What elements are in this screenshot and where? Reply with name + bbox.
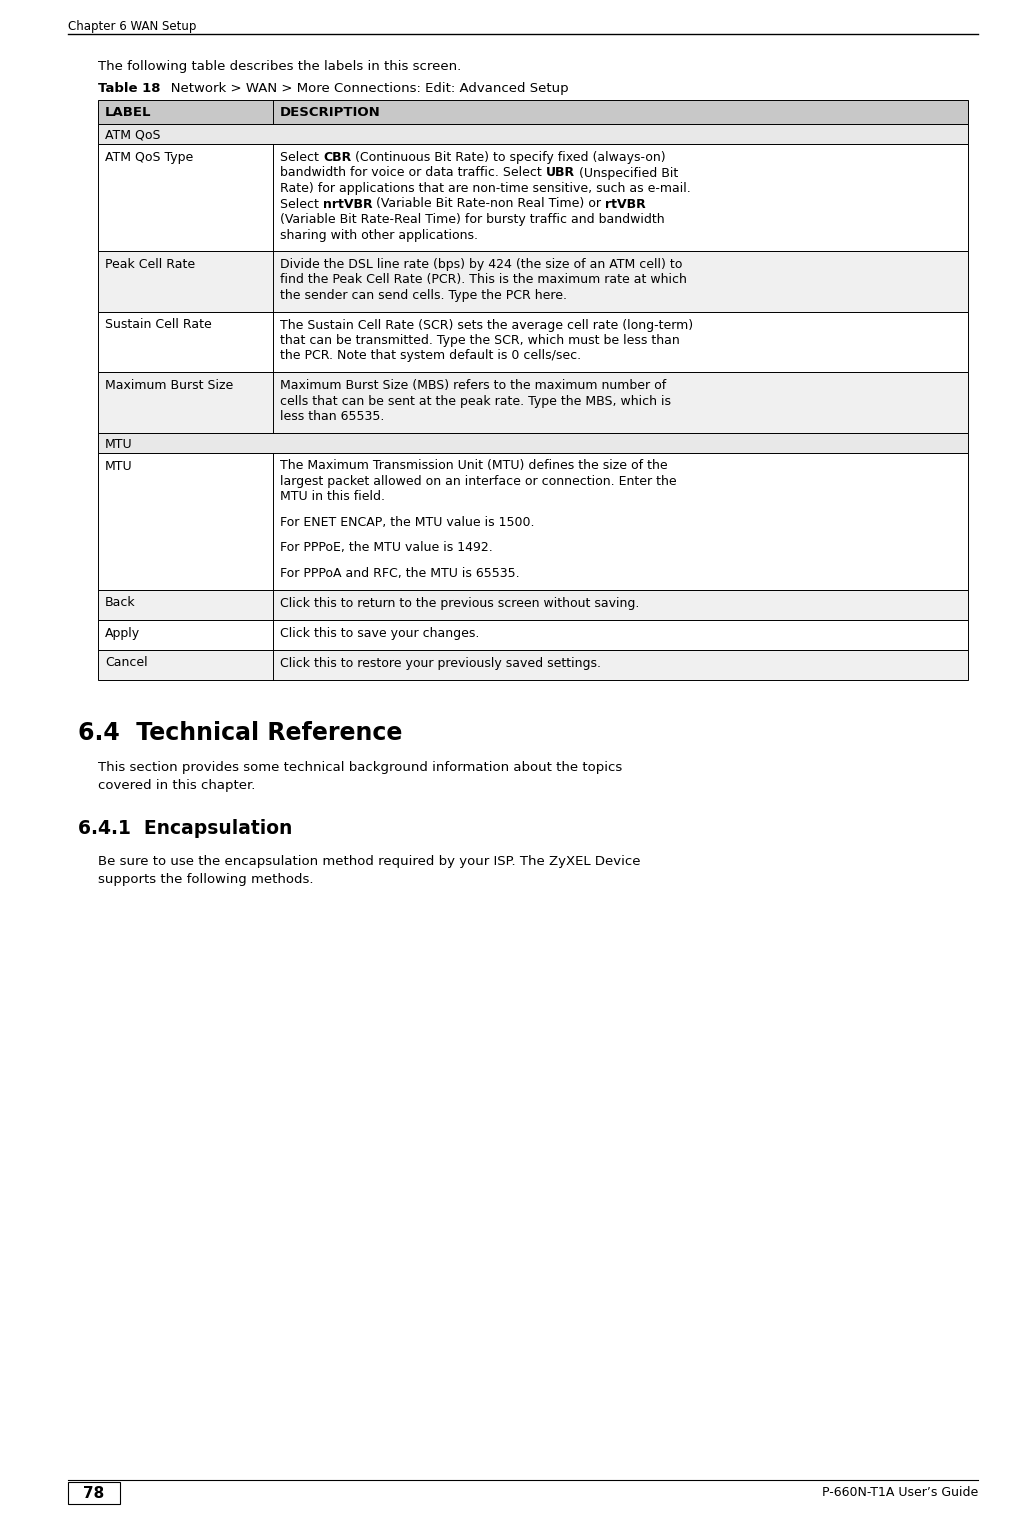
- Bar: [98, 143, 968, 251]
- Text: (Unspecified Bit: (Unspecified Bit: [575, 166, 678, 180]
- Text: Divide the DSL line rate (bps) by 424 (the size of an ATM cell) to: Divide the DSL line rate (bps) by 424 (t…: [280, 258, 683, 271]
- Text: 6.4  Technical Reference: 6.4 Technical Reference: [78, 721, 402, 745]
- Bar: [98, 123, 968, 143]
- Text: Maximum Burst Size: Maximum Burst Size: [105, 379, 233, 392]
- Bar: [98, 433, 968, 453]
- Text: Apply: Apply: [105, 626, 140, 640]
- Text: Cancel: Cancel: [105, 657, 148, 669]
- Text: ATM QoS Type: ATM QoS Type: [105, 151, 193, 165]
- Text: CBR: CBR: [323, 151, 352, 165]
- Text: Select: Select: [280, 151, 323, 165]
- Text: For PPPoA and RFC, the MTU is 65535.: For PPPoA and RFC, the MTU is 65535.: [280, 567, 519, 581]
- Text: DESCRIPTION: DESCRIPTION: [280, 107, 380, 119]
- Bar: [98, 251, 968, 311]
- Text: Chapter 6 WAN Setup: Chapter 6 WAN Setup: [68, 20, 196, 34]
- Text: (Continuous Bit Rate) to specify fixed (always-on): (Continuous Bit Rate) to specify fixed (…: [352, 151, 666, 165]
- Bar: [98, 453, 968, 590]
- Text: Network > WAN > More Connections: Edit: Advanced Setup: Network > WAN > More Connections: Edit: …: [158, 82, 568, 94]
- Text: ATM QoS: ATM QoS: [105, 130, 160, 142]
- Text: cells that can be sent at the peak rate. Type the MBS, which is: cells that can be sent at the peak rate.…: [280, 395, 671, 407]
- Text: MTU: MTU: [105, 437, 133, 451]
- Text: The Sustain Cell Rate (SCR) sets the average cell rate (long-term): The Sustain Cell Rate (SCR) sets the ave…: [280, 319, 693, 332]
- Text: the PCR. Note that system default is 0 cells/sec.: the PCR. Note that system default is 0 c…: [280, 349, 581, 363]
- Text: Table 18: Table 18: [98, 82, 160, 94]
- Text: bandwidth for voice or data traffic. Select: bandwidth for voice or data traffic. Sel…: [280, 166, 546, 180]
- Bar: [68, 1481, 120, 1504]
- Text: Back: Back: [105, 596, 136, 610]
- Text: largest packet allowed on an interface or connection. Enter the: largest packet allowed on an interface o…: [280, 475, 676, 488]
- Bar: [98, 372, 968, 433]
- Bar: [98, 619, 968, 649]
- Bar: [98, 311, 968, 372]
- Text: UBR: UBR: [546, 166, 575, 180]
- Text: Select: Select: [280, 198, 323, 210]
- Text: nrtVBR: nrtVBR: [323, 198, 372, 210]
- Text: (Variable Bit Rate-Real Time) for bursty traffic and bandwidth: (Variable Bit Rate-Real Time) for bursty…: [280, 213, 665, 226]
- Text: The following table describes the labels in this screen.: The following table describes the labels…: [98, 59, 462, 73]
- Text: find the Peak Cell Rate (PCR). This is the maximum rate at which: find the Peak Cell Rate (PCR). This is t…: [280, 273, 687, 287]
- Text: Click this to restore your previously saved settings.: Click this to restore your previously sa…: [280, 657, 601, 669]
- Text: 78: 78: [83, 1486, 105, 1501]
- Text: MTU in this field.: MTU in this field.: [280, 491, 386, 503]
- Text: Be sure to use the encapsulation method required by your ISP. The ZyXEL Device: Be sure to use the encapsulation method …: [98, 855, 640, 869]
- Text: Maximum Burst Size (MBS) refers to the maximum number of: Maximum Burst Size (MBS) refers to the m…: [280, 379, 666, 392]
- Text: covered in this chapter.: covered in this chapter.: [98, 779, 255, 792]
- Text: that can be transmitted. Type the SCR, which must be less than: that can be transmitted. Type the SCR, w…: [280, 334, 680, 347]
- Text: Peak Cell Rate: Peak Cell Rate: [105, 258, 195, 271]
- Text: 6.4.1  Encapsulation: 6.4.1 Encapsulation: [78, 820, 292, 838]
- Text: sharing with other applications.: sharing with other applications.: [280, 229, 478, 241]
- Text: This section provides some technical background information about the topics: This section provides some technical bac…: [98, 762, 622, 774]
- Text: the sender can send cells. Type the PCR here.: the sender can send cells. Type the PCR …: [280, 290, 567, 302]
- Text: LABEL: LABEL: [105, 107, 151, 119]
- Bar: [98, 649, 968, 680]
- Text: Click this to return to the previous screen without saving.: Click this to return to the previous scr…: [280, 596, 639, 610]
- Text: Click this to save your changes.: Click this to save your changes.: [280, 626, 479, 640]
- Text: supports the following methods.: supports the following methods.: [98, 873, 314, 887]
- Text: MTU: MTU: [105, 460, 133, 472]
- Text: rtVBR: rtVBR: [605, 198, 647, 210]
- Text: (Variable Bit Rate-non Real Time) or: (Variable Bit Rate-non Real Time) or: [372, 198, 605, 210]
- Text: Sustain Cell Rate: Sustain Cell Rate: [105, 319, 212, 332]
- Text: Rate) for applications that are non-time sensitive, such as e-mail.: Rate) for applications that are non-time…: [280, 181, 691, 195]
- Text: less than 65535.: less than 65535.: [280, 410, 384, 424]
- Text: For ENET ENCAP, the MTU value is 1500.: For ENET ENCAP, the MTU value is 1500.: [280, 517, 535, 529]
- Bar: [98, 101, 968, 123]
- Text: For PPPoE, the MTU value is 1492.: For PPPoE, the MTU value is 1492.: [280, 541, 492, 555]
- Bar: [98, 590, 968, 619]
- Text: The Maximum Transmission Unit (MTU) defines the size of the: The Maximum Transmission Unit (MTU) defi…: [280, 460, 667, 472]
- Text: P-660N-T1A User’s Guide: P-660N-T1A User’s Guide: [821, 1486, 978, 1500]
